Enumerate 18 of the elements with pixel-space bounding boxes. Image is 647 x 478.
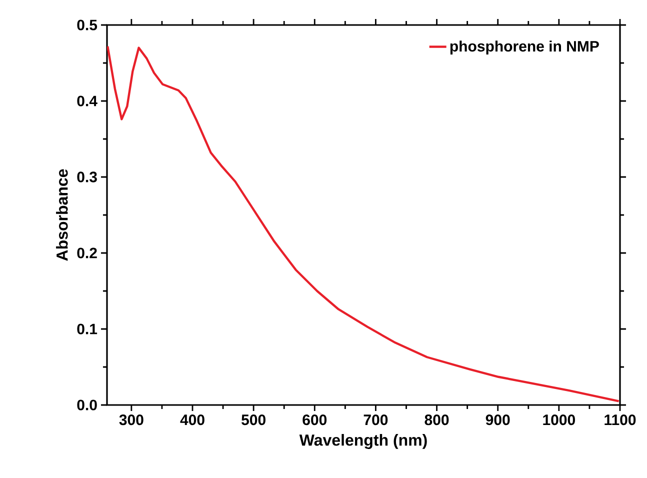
y-axis-title: Absorbance [56, 169, 68, 261]
y-tick-label: 0.2 [77, 248, 97, 258]
legend-label: phosphorene in NMP [450, 40, 599, 55]
y-tick-label: 0.1 [77, 324, 98, 334]
x-tick-label: 1100 [604, 414, 636, 426]
x-tick-label: 800 [424, 414, 449, 426]
y-tick-label: 0.3 [77, 172, 97, 182]
x-tick-label: 400 [180, 414, 204, 426]
x-axis-title: Wavelength (nm) [299, 434, 427, 449]
x-tick-label: 600 [302, 414, 327, 426]
x-tick-label: 300 [119, 414, 144, 426]
y-tick-label: 0.4 [77, 96, 98, 106]
x-tick-label: 500 [242, 414, 266, 426]
x-tick-label: 700 [364, 414, 388, 426]
x-tick-label: 900 [486, 414, 510, 426]
y-tick-label: 0.0 [77, 400, 97, 410]
x-tick-label: 1000 [543, 414, 575, 426]
y-tick-label: 0.5 [77, 20, 98, 30]
